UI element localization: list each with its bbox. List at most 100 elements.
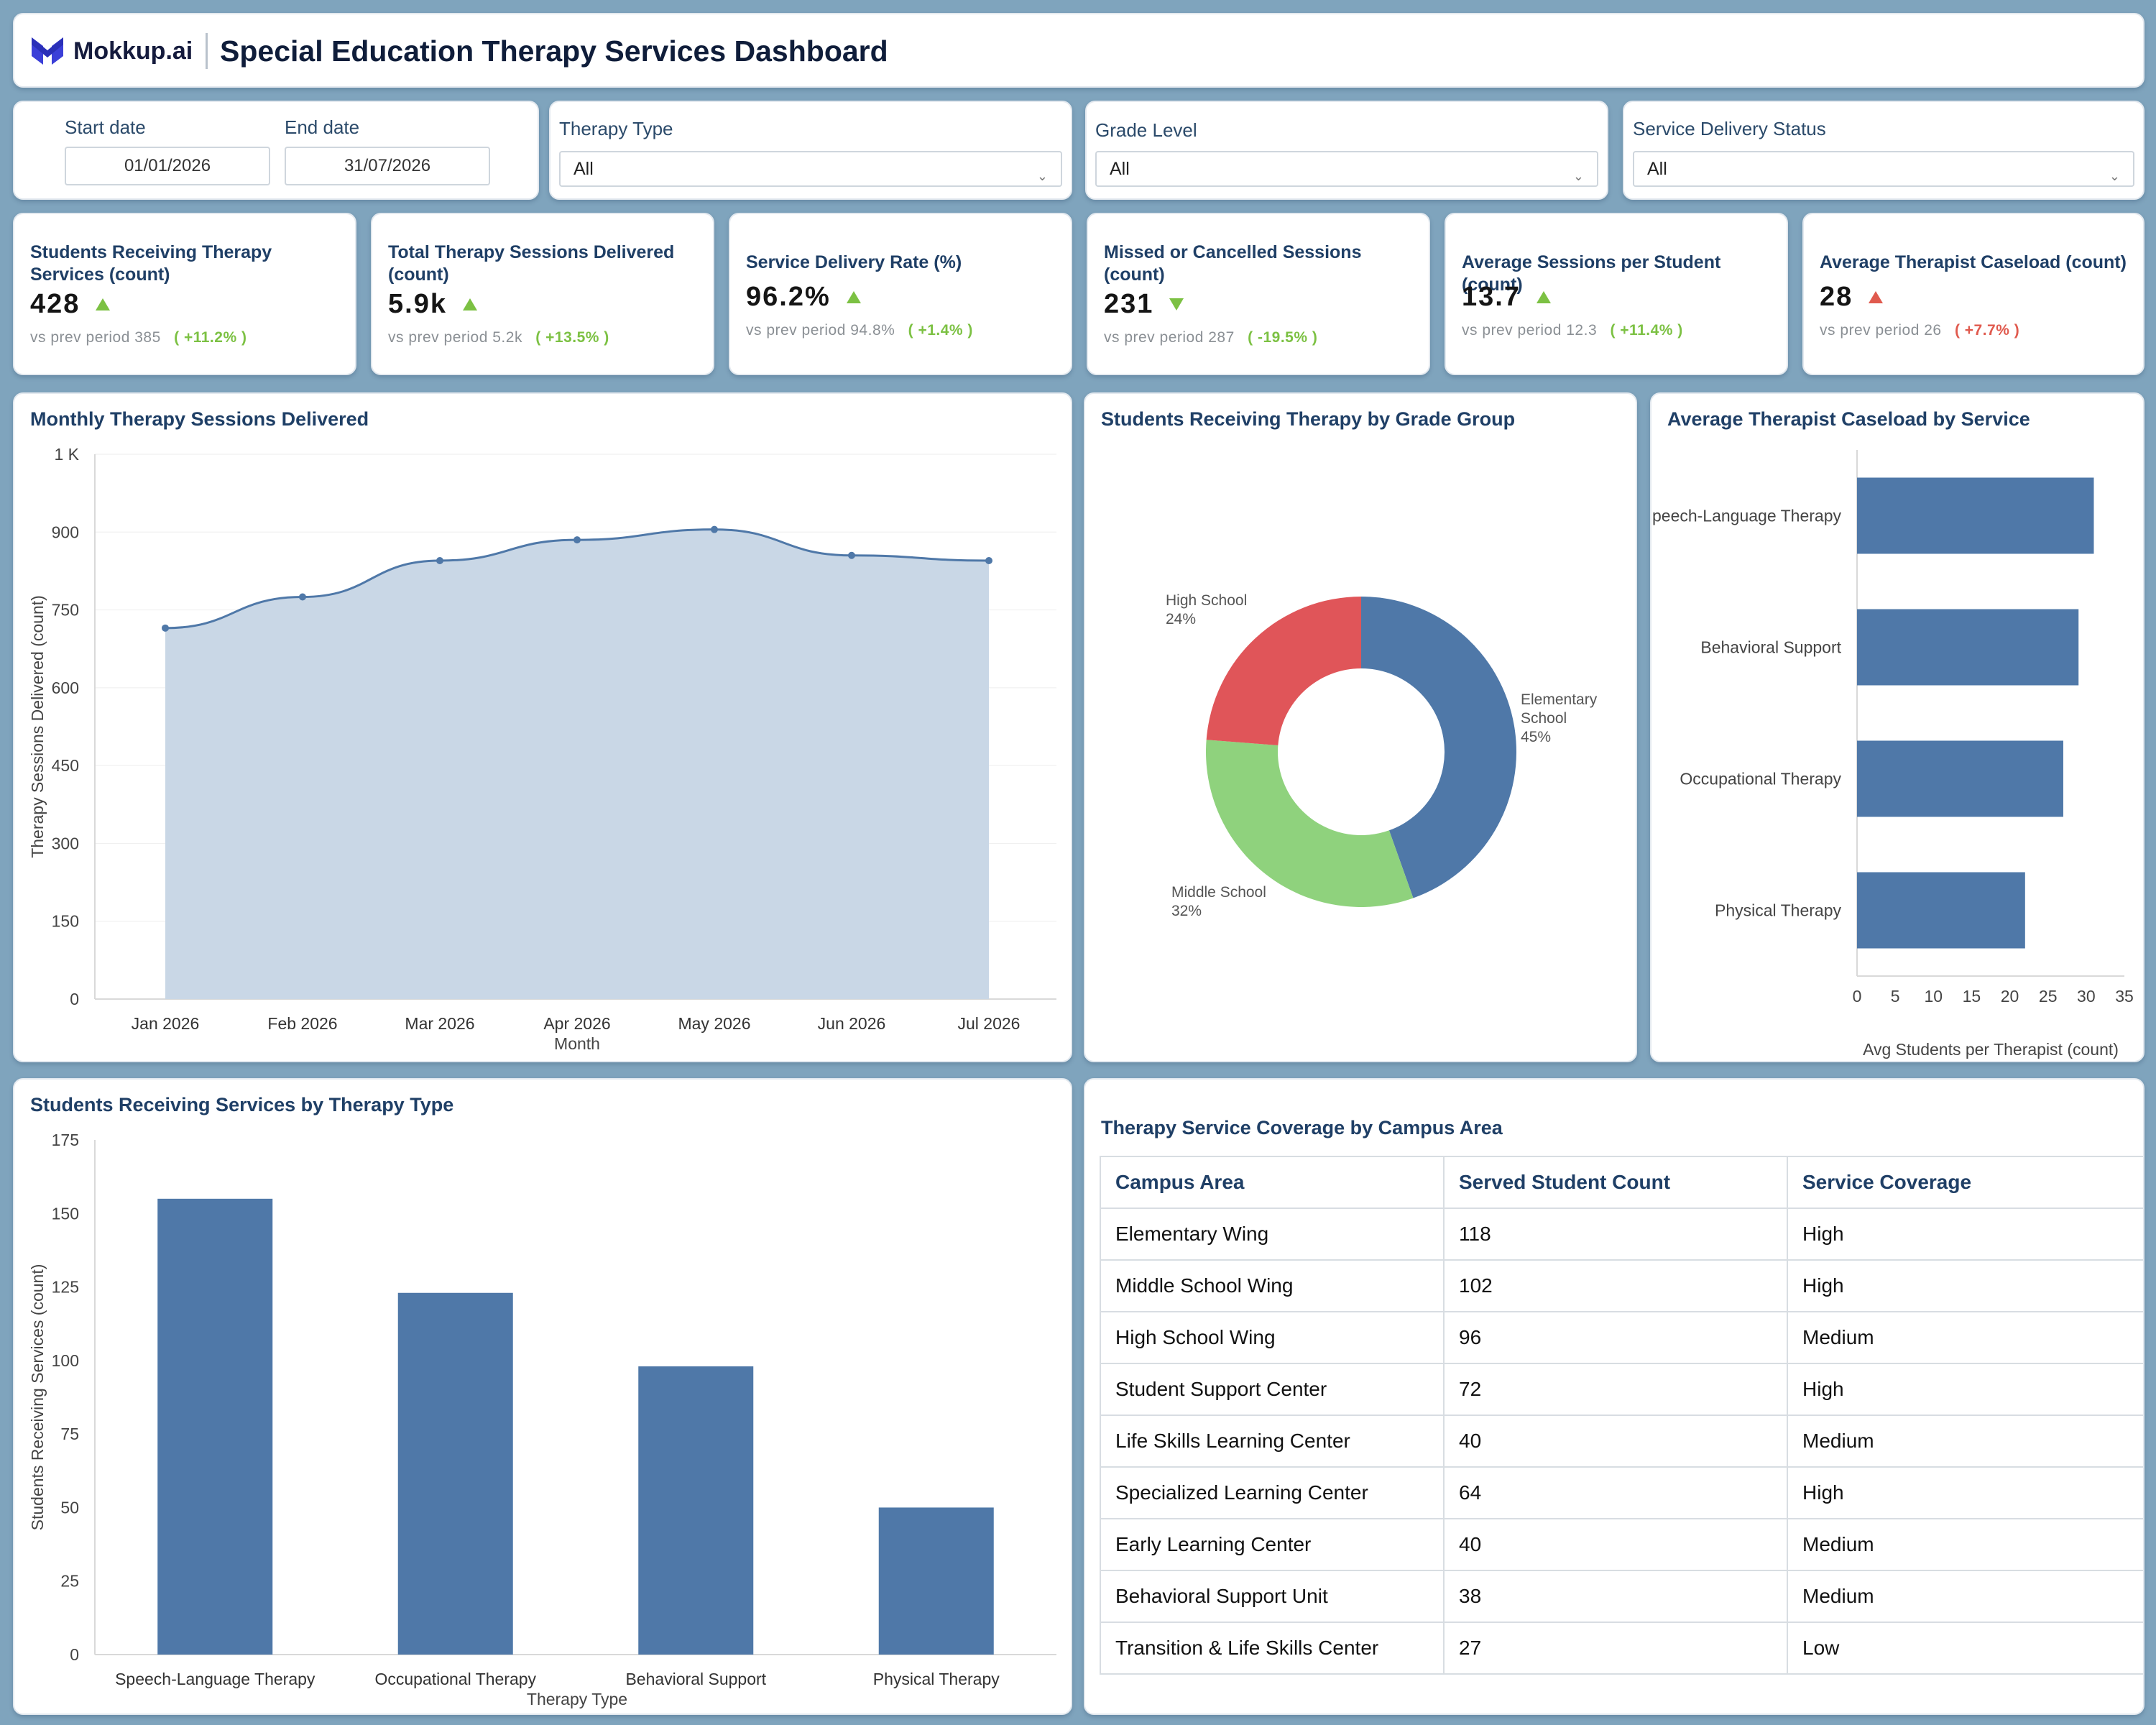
start-date-input[interactable]: 01/01/2026 <box>65 147 270 185</box>
table-cell: Student Support Center <box>1100 1363 1445 1416</box>
grade-level-label: Grade Level <box>1095 119 1197 141</box>
grade-level-value: All <box>1110 159 1130 179</box>
bar <box>1857 872 2025 949</box>
kpi-value: 5.9k <box>388 289 447 319</box>
page-title: Special Education Therapy Services Dashb… <box>220 34 888 68</box>
therapy-type-bar-chart: 0 25 50 75 100 125 150 175 Speech-Language Thera… <box>28 1131 1056 1708</box>
chart-title: Students Receiving Services by Therapy T… <box>30 1094 454 1116</box>
x-tick-label: Occupational Therapy <box>374 1670 536 1688</box>
table-cell: Medium <box>1787 1570 2143 1623</box>
y-tick-label: 900 <box>52 523 79 541</box>
kpi-value: 96.2% <box>746 282 831 312</box>
data-point <box>848 551 855 559</box>
table-cell: Life Skills Learning Center <box>1100 1414 1445 1468</box>
grade-level-select[interactable]: All ⌄ <box>1095 151 1598 187</box>
bar <box>1857 609 2079 686</box>
table-cell: 96 <box>1443 1311 1788 1364</box>
y-tick-label: Behavioral Support <box>1700 638 1841 657</box>
brand-name: Mokkup.ai <box>73 37 193 65</box>
table-cell: 27 <box>1443 1622 1788 1675</box>
mokkup-logo-icon <box>32 37 63 65</box>
coverage-table: Campus Area Served Student Count Service… <box>1100 1156 2143 1675</box>
kpi-change: ( +13.5% ) <box>535 329 609 346</box>
y-tick-label: 100 <box>52 1351 79 1370</box>
y-tick-label: Occupational Therapy <box>1680 770 1841 788</box>
kpi-comparison: vs prev period 287 ( -19.5% ) <box>1104 329 1318 346</box>
delivery-status-label: Service Delivery Status <box>1633 118 1826 139</box>
area-fill <box>165 529 989 999</box>
table-cell: 40 <box>1443 1414 1788 1468</box>
start-date-label: Start date <box>65 116 146 138</box>
y-tick-label: 0 <box>70 990 79 1008</box>
grade-level-filter: Grade Level All ⌄ <box>1085 101 1608 200</box>
kpi-value: 428 <box>30 289 80 319</box>
x-tick-label: Physical Therapy <box>873 1670 1000 1688</box>
y-tick-label: Physical Therapy <box>1715 901 1841 920</box>
trend-up-icon <box>1536 291 1551 303</box>
slice-label: High School 24% <box>1166 592 1247 627</box>
slice-label-line: High School <box>1166 592 1247 609</box>
x-tick-label: 35 <box>2115 987 2134 1006</box>
trend-down-icon <box>1169 298 1184 310</box>
kpi-change: ( -19.5% ) <box>1248 329 1318 346</box>
bar <box>1857 477 2094 554</box>
pie-slice <box>1206 597 1361 745</box>
delivery-status-value: All <box>1647 159 1667 179</box>
x-tick-label: May 2026 <box>678 1014 750 1033</box>
table-cell: Low <box>1787 1622 2143 1675</box>
kpi-missed-sessions-card: Missed or Cancelled Sessions (count) 231… <box>1087 213 1430 375</box>
slice-label-line: 45% <box>1521 729 1551 745</box>
table-cell: High <box>1787 1259 2143 1312</box>
trend-up-icon <box>846 291 861 303</box>
pie-slice <box>1361 597 1516 898</box>
kpi-value: 28 <box>1820 282 1853 312</box>
kpi-comparison: vs prev period 26 ( +7.7% ) <box>1820 322 2020 339</box>
y-tick-label: 150 <box>52 912 79 931</box>
table-row: Early Learning Center 40 Medium <box>1100 1518 2143 1571</box>
table-cell: 118 <box>1443 1208 1788 1261</box>
y-tick-label: 750 <box>52 601 79 620</box>
pie-slice <box>1206 740 1414 907</box>
table-cell: Specialized Learning Center <box>1100 1466 1445 1519</box>
x-axis-title: Avg Students per Therapist (count) <box>1863 1040 2119 1059</box>
kpi-comparison: vs prev period 385 ( +11.2% ) <box>30 329 247 346</box>
bar <box>397 1292 513 1655</box>
grade-group-panel: Students Receiving Therapy by Grade Grou… <box>1084 392 1637 1062</box>
x-tick-label: Mar 2026 <box>405 1014 474 1033</box>
data-point <box>573 536 581 544</box>
monthly-sessions-panel: Monthly Therapy Sessions Delivered 0 150 3… <box>13 392 1072 1062</box>
data-point <box>299 593 306 601</box>
coverage-panel: Therapy Service Coverage by Campus Area … <box>1084 1078 2145 1715</box>
x-tick-label: 15 <box>1963 987 1981 1006</box>
end-date-input[interactable]: 31/07/2026 <box>285 147 490 185</box>
therapy-type-value: All <box>573 159 594 179</box>
x-tick-label: 10 <box>1924 987 1943 1006</box>
column-header[interactable]: Service Coverage <box>1787 1156 2143 1209</box>
therapy-type-select[interactable]: All ⌄ <box>559 151 1062 187</box>
table-header-row: Campus Area Served Student Count Service… <box>1100 1156 2143 1209</box>
kpi-change: ( +1.4% ) <box>908 322 973 339</box>
kpi-change: ( +11.4% ) <box>1610 322 1683 339</box>
column-header[interactable]: Campus Area <box>1100 1156 1445 1209</box>
x-tick-label: 5 <box>1891 987 1900 1006</box>
y-tick-label: 600 <box>52 678 79 697</box>
table-cell: High <box>1787 1208 2143 1261</box>
table-cell: Medium <box>1787 1518 2143 1571</box>
y-tick-label: 150 <box>52 1204 79 1223</box>
delivery-status-select[interactable]: All ⌄ <box>1633 151 2134 187</box>
trend-up-icon <box>1869 291 1884 303</box>
monthly-sessions-chart: 0 150 300 450 600 750 900 1 K Jan 2026 Feb 2026 Ma… <box>28 445 1056 1053</box>
y-tick-label: 75 <box>60 1425 79 1443</box>
kpi-change: ( +11.2% ) <box>174 329 247 346</box>
x-tick-label: Jul 2026 <box>958 1014 1021 1033</box>
column-header[interactable]: Served Student Count <box>1443 1156 1788 1209</box>
kpi-value: 231 <box>1104 289 1154 319</box>
therapy-type-filter: Therapy Type All ⌄ <box>549 101 1072 200</box>
kpi-title: Missed or Cancelled Sessions (count) <box>1104 242 1362 285</box>
table-cell: High School Wing <box>1100 1311 1445 1364</box>
x-tick-label: Speech-Language Therapy <box>115 1670 315 1688</box>
caseload-bar-chart: peech-Language Therapy Behavioral Support… <box>1652 450 2134 1059</box>
table-cell: 40 <box>1443 1518 1788 1571</box>
table-row: Middle School Wing 102 High <box>1100 1259 2143 1312</box>
data-point <box>985 556 992 564</box>
